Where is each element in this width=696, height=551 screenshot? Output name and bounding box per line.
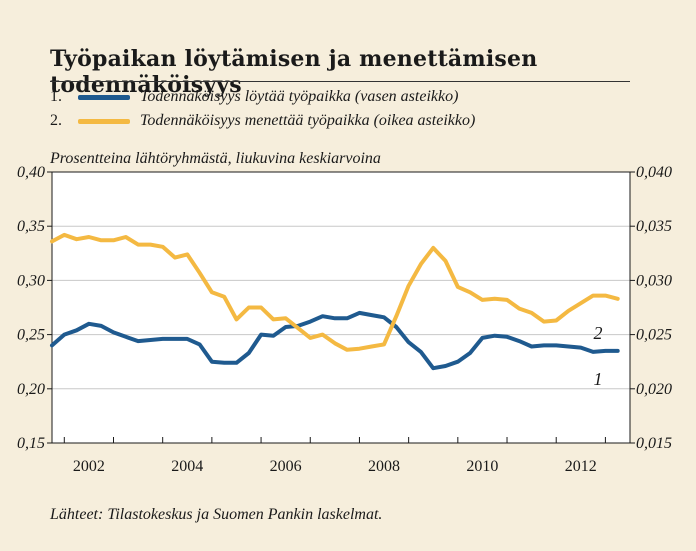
x-tick-label: 2006 (270, 458, 302, 475)
legend-item-2: 2. Todennäköisyys menettää työpaikka (oi… (50, 112, 475, 130)
left-tick-label: 0,35 (17, 218, 45, 235)
right-tick-label: 0,030 (636, 272, 672, 289)
x-tick-label: 2008 (368, 458, 400, 475)
title-rule (50, 81, 630, 82)
x-tick-label: 2010 (466, 458, 498, 475)
plot-frame (51, 171, 631, 444)
left-tick-label: 0,25 (17, 327, 45, 344)
legend-item-1: 1. Todennäköisyys löytää työpaikka (vase… (50, 88, 458, 106)
right-tick-label: 0,015 (636, 435, 672, 452)
right-tick-label: 0,040 (636, 164, 672, 181)
legend-label-2: Todennäköisyys menettää työpaikka (oikea… (140, 112, 476, 129)
left-tick-label: 0,20 (17, 381, 45, 398)
left-tick-label: 0,15 (17, 435, 45, 452)
right-tick-label: 0,025 (636, 327, 672, 344)
legend-label-1: Todennäköisyys löytää työpaikka (vasen a… (140, 88, 459, 105)
legend-number-2: 2. (50, 112, 62, 129)
x-tick-label: 2004 (171, 458, 203, 475)
series-label-2: 2 (594, 323, 603, 343)
legend-swatch-2 (78, 118, 130, 124)
chart-title: Työpaikan löytämisen ja menettämisen tod… (50, 46, 538, 98)
right-tick-label: 0,020 (636, 381, 672, 398)
series-label-1: 1 (594, 369, 603, 389)
series-line-1 (50, 310, 620, 371)
x-tick-label: 2002 (73, 458, 105, 475)
left-tick-label: 0,40 (17, 164, 45, 181)
x-tick-label: 2012 (565, 458, 597, 475)
right-tick-label: 0,035 (636, 218, 672, 235)
left-tick-label: 0,30 (17, 272, 45, 289)
legend-swatch-1 (78, 94, 130, 100)
plot-area (52, 172, 630, 443)
series-line-2 (50, 232, 620, 352)
chart-source: Lähteet: Tilastokeskus ja Suomen Pankin … (50, 506, 383, 523)
legend-number-1: 1. (50, 88, 62, 105)
chart-subtitle: Prosentteina lähtöryhmästä, liukuvina ke… (50, 150, 381, 167)
